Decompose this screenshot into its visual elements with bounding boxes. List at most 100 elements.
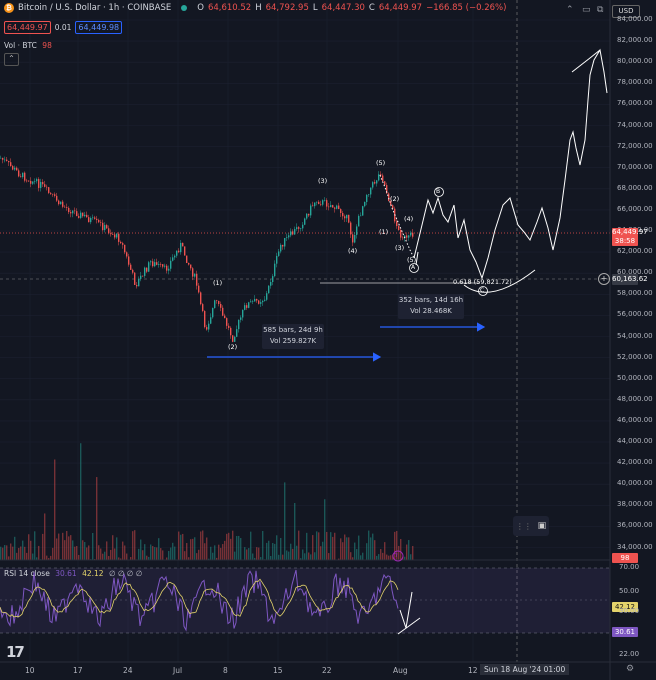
volume-bar: [102, 553, 104, 560]
candle-body: [46, 186, 48, 188]
volume-bar: [288, 551, 290, 560]
minimize-icon[interactable]: ▭: [582, 5, 591, 15]
price-tick-label: 44,000.00: [617, 437, 653, 445]
volume-bar: [114, 548, 116, 560]
wave-label-3-left: (3): [318, 177, 328, 185]
candle-body: [70, 212, 72, 214]
rsi-tick-label: 30.00: [619, 607, 640, 615]
volume-bar: [274, 543, 276, 560]
candle-body: [94, 217, 96, 219]
volume-bar: [154, 547, 156, 560]
candle-body: [340, 209, 342, 214]
volume-bar: [174, 546, 176, 560]
drag-handle-icon[interactable]: ⋮⋮: [515, 521, 532, 531]
volume-bar: [308, 552, 310, 560]
candle-body: [162, 264, 164, 267]
candle-body: [178, 250, 180, 253]
candle-body: [310, 205, 312, 216]
candle-body: [100, 222, 102, 223]
image-snapshot-icon[interactable]: ▣: [537, 521, 547, 531]
volume-bar: [228, 532, 230, 560]
volume-bar: [238, 535, 240, 560]
candle-body: [324, 200, 326, 201]
volume-label: Vol · BTC: [4, 41, 37, 50]
candle-body: [328, 206, 330, 208]
candle-body: [110, 233, 112, 235]
add-alert-icon[interactable]: +: [598, 273, 610, 285]
volume-bar: [8, 556, 10, 560]
candle-body: [288, 235, 290, 238]
volume-bar: [142, 550, 144, 560]
candle-body: [412, 232, 414, 237]
candle-body: [334, 207, 336, 209]
bitcoin-coin-icon: ₿: [4, 3, 14, 13]
candle-body: [88, 217, 90, 223]
volume-bar: [132, 531, 134, 560]
volume-bar: [196, 553, 198, 560]
rsi-ma-tag: 42.12: [612, 602, 638, 612]
volume-bar: [318, 532, 320, 560]
candle-body: [386, 185, 388, 194]
volume-bar: [100, 548, 102, 560]
volume-bar: [290, 543, 292, 560]
volume-bar: [24, 546, 26, 560]
spread-value: 0.01: [54, 23, 72, 32]
candle-body: [166, 265, 168, 271]
volume-bar: [82, 540, 84, 560]
lightning-icon[interactable]: ϟ: [393, 550, 399, 559]
candle-body: [64, 206, 66, 208]
volume-bar: [220, 547, 222, 560]
volume-bar: [266, 542, 268, 560]
volume-bar: [350, 552, 352, 560]
volume-bar: [36, 557, 38, 560]
candle-body: [26, 180, 28, 182]
volume-bar: [400, 539, 402, 560]
volume-bar: [370, 537, 372, 560]
volume-bar: [144, 544, 146, 560]
volume-bar: [80, 443, 82, 560]
ohlc-high: 64,792.95: [265, 3, 309, 13]
symbol-title[interactable]: Bitcoin / U.S. Dollar · 1h · COINBASE: [18, 3, 172, 13]
price-tick-label: 36,000.00: [617, 521, 653, 530]
volume-bar: [316, 531, 318, 560]
candle-body: [20, 176, 22, 178]
time-tick-label: 22: [322, 666, 332, 675]
ohlc-open: 64,610.52: [207, 3, 252, 13]
candle-body: [188, 262, 190, 265]
candle-body: [298, 227, 300, 229]
measure-box-2: 352 bars, 14d 16h Vol 28.468K: [398, 294, 464, 319]
volume-bar: [260, 557, 262, 560]
volume-tag: 98: [612, 553, 638, 563]
candle-body: [398, 225, 400, 230]
volume-bar: [282, 554, 284, 560]
currency-button[interactable]: USD: [612, 5, 640, 18]
volume-bar: [256, 547, 258, 560]
chevron-up-icon[interactable]: ⌃: [566, 5, 574, 15]
volume-bar: [360, 555, 362, 560]
wave-b-circle: [434, 187, 444, 197]
volume-bar: [122, 541, 124, 560]
volume-bar: [22, 540, 24, 560]
volume-bar: [202, 530, 204, 560]
volume-bar: [386, 554, 388, 560]
sell-button[interactable]: 64,449.97: [4, 21, 51, 34]
candle-body: [148, 262, 150, 272]
candle-body: [60, 201, 62, 205]
volume-bar: [186, 543, 188, 560]
volume-bar: [232, 530, 234, 560]
settings-gear-icon[interactable]: ⚙: [626, 664, 635, 674]
candle-body: [118, 233, 120, 242]
candle-body: [384, 181, 386, 186]
volume-bar: [56, 538, 58, 560]
buy-button[interactable]: 64,449.98: [75, 21, 123, 34]
hand-drawn-projection: [413, 48, 608, 280]
collapse-legend-button[interactable]: ⌃: [4, 53, 19, 66]
candle-body: [326, 200, 328, 207]
volume-bar: [88, 545, 90, 560]
candle-body: [252, 301, 254, 303]
candle-body: [234, 336, 236, 342]
volume-bar: [372, 533, 374, 560]
volume-bar: [138, 548, 140, 560]
fullscreen-icon[interactable]: ⧉: [597, 5, 604, 15]
